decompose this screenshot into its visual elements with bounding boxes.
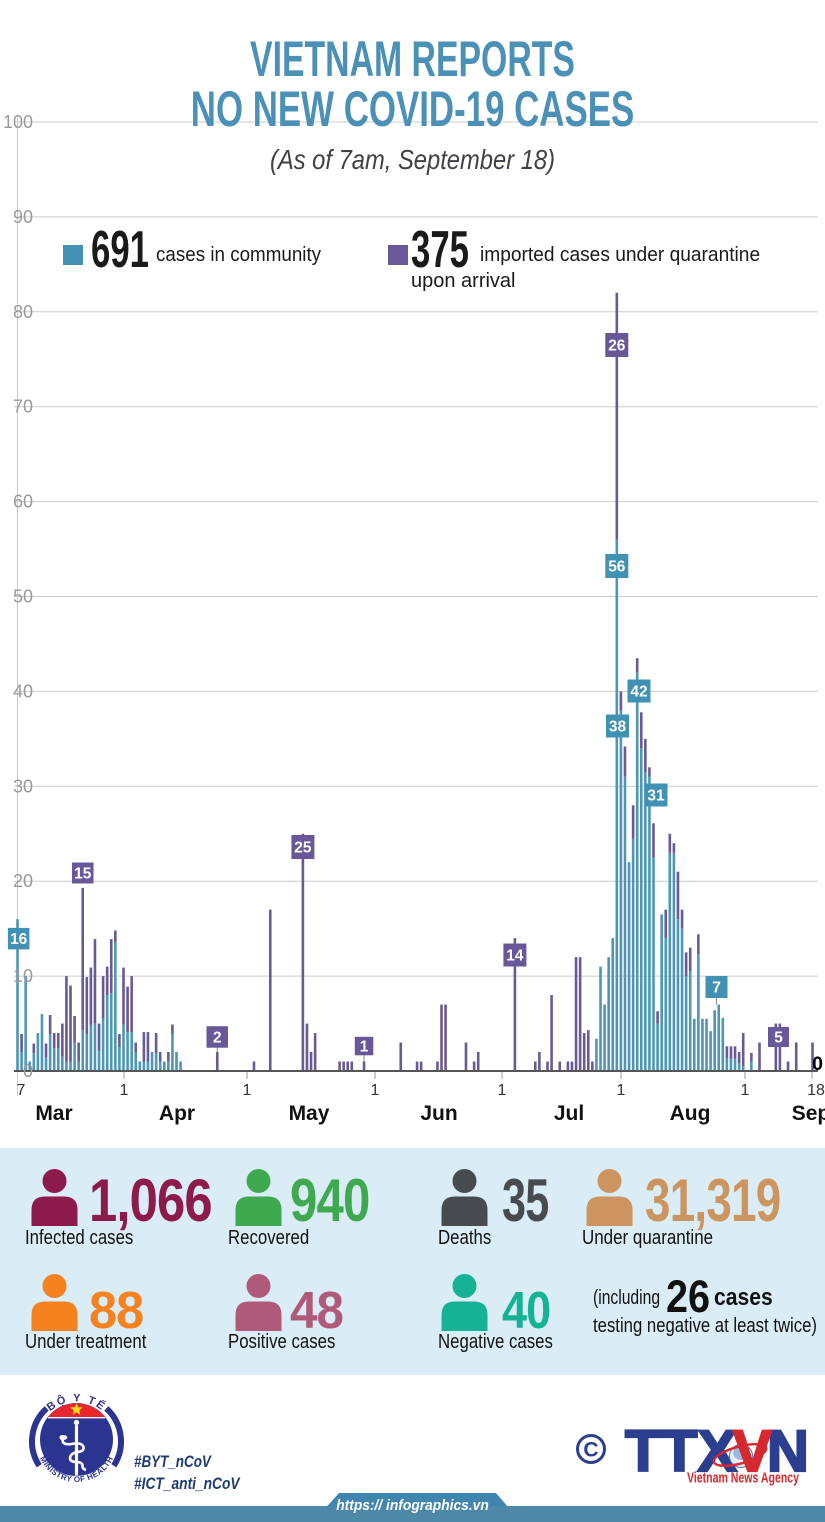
svg-text:15: 15: [74, 866, 92, 883]
svg-text:25: 25: [294, 840, 312, 857]
svg-text:7: 7: [712, 980, 721, 997]
svg-text:0: 0: [812, 1053, 823, 1075]
svg-text:TTX: TTX: [625, 1419, 737, 1484]
svg-text:V: V: [733, 1419, 772, 1484]
svg-text:56: 56: [608, 559, 626, 576]
svg-text:1: 1: [360, 1039, 369, 1056]
svg-text:N: N: [767, 1419, 809, 1484]
svg-text:26: 26: [608, 338, 626, 355]
svg-text:1: 1: [120, 1082, 129, 1099]
svg-text:50: 50: [13, 587, 33, 607]
svg-text:90: 90: [13, 207, 33, 227]
svg-text:Vietnam News Agency: Vietnam News Agency: [687, 1471, 799, 1487]
svg-text:30: 30: [13, 776, 33, 796]
svg-text:40: 40: [13, 681, 33, 701]
svg-text:60: 60: [13, 492, 33, 512]
svg-text:80: 80: [13, 302, 33, 322]
svg-text:100: 100: [3, 112, 33, 132]
svg-text:Aug: Aug: [670, 1102, 711, 1125]
svg-text:2: 2: [213, 1030, 222, 1047]
svg-text:1: 1: [243, 1082, 252, 1099]
svg-text:1: 1: [741, 1082, 750, 1099]
svg-text:1: 1: [617, 1082, 626, 1099]
svg-text:16: 16: [10, 931, 28, 948]
svg-text:May: May: [289, 1102, 330, 1125]
svg-text:31: 31: [647, 788, 665, 805]
svg-text:Jun: Jun: [420, 1102, 457, 1125]
svg-text:14: 14: [506, 948, 524, 965]
svg-text:18: 18: [807, 1082, 825, 1099]
svg-text:10: 10: [13, 966, 33, 986]
svg-text:42: 42: [630, 684, 647, 701]
svg-text:Mar: Mar: [35, 1102, 72, 1125]
svg-text:C: C: [583, 1439, 598, 1462]
svg-text:Apr: Apr: [159, 1102, 195, 1125]
svg-text:7: 7: [17, 1082, 26, 1099]
svg-text:Sep: Sep: [792, 1102, 825, 1125]
svg-text:70: 70: [13, 397, 33, 417]
svg-text:38: 38: [609, 719, 627, 736]
svg-text:1: 1: [371, 1082, 380, 1099]
svg-text:Jul: Jul: [554, 1102, 584, 1125]
svg-text:0: 0: [23, 1061, 33, 1081]
svg-text:20: 20: [13, 871, 33, 891]
svg-text:5: 5: [774, 1030, 783, 1047]
svg-text:1: 1: [498, 1082, 507, 1099]
